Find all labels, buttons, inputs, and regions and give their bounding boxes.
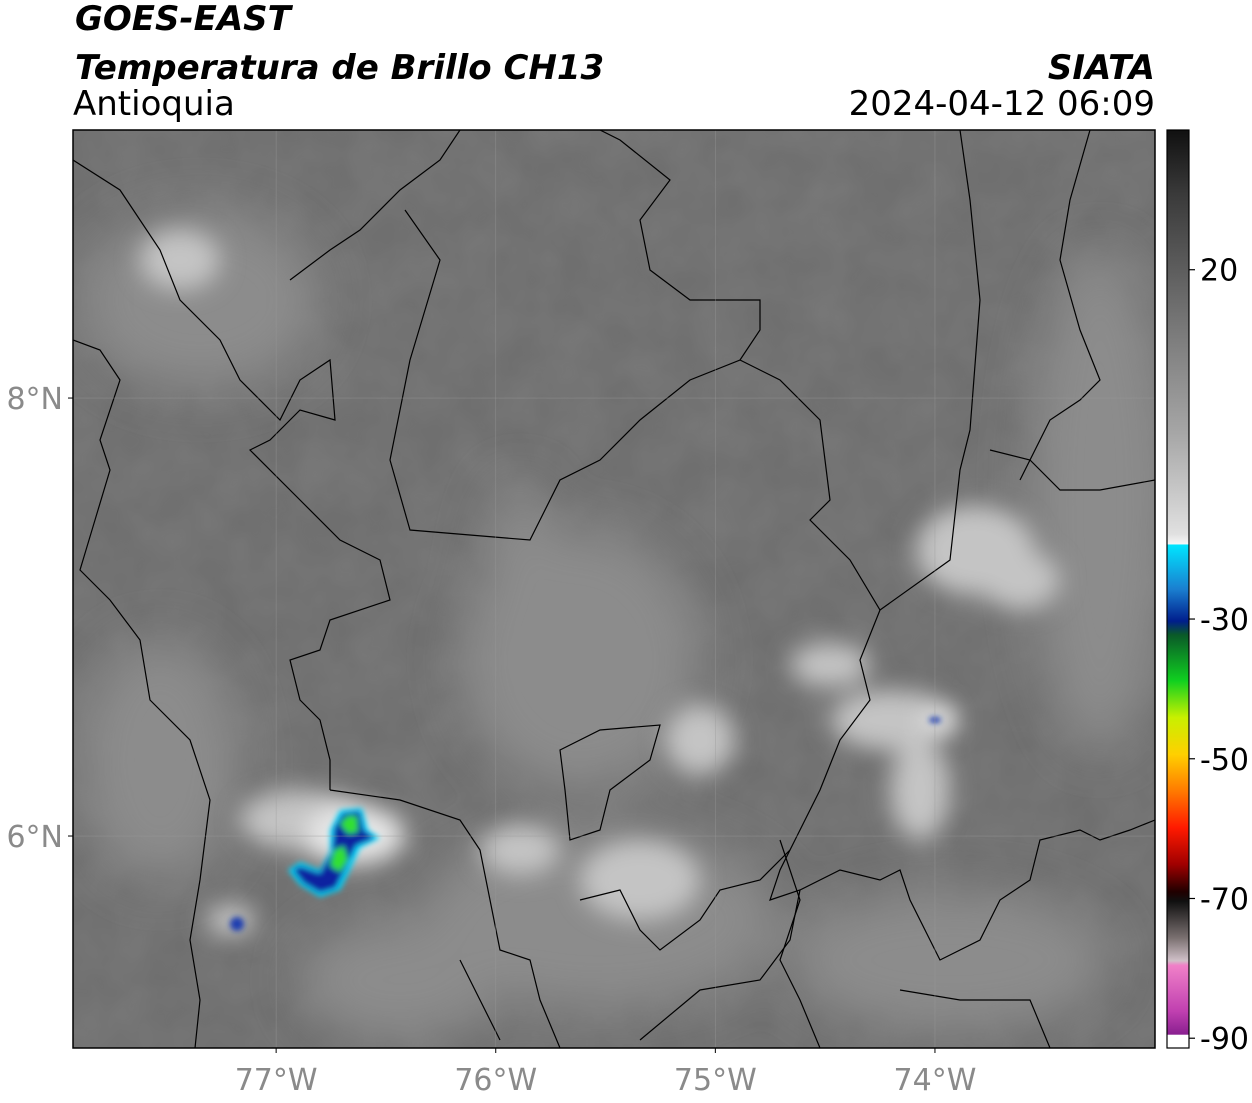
region: Antioquia <box>73 84 235 124</box>
colorbar-tick-label: -30 <box>1200 603 1249 638</box>
colorbar-tick-label: -50 <box>1200 743 1249 778</box>
lon-tick-label: 77°W <box>235 1063 318 1098</box>
lat-tick-label: 6°N <box>6 820 63 855</box>
lon-tick-label: 74°W <box>894 1063 977 1098</box>
lon-tick-label: 75°W <box>674 1063 757 1098</box>
colorbar <box>1166 129 1190 1049</box>
map-frame <box>72 129 1156 1049</box>
datetime: 2024-04-12 06:09 <box>849 84 1155 124</box>
lat-tick-label: 8°N <box>6 382 63 417</box>
source: SIATA <box>1048 48 1155 88</box>
lon-tick-label: 76°W <box>454 1063 537 1098</box>
satellite-image <box>73 130 1155 1048</box>
colorbar-tick-label: 20 <box>1200 254 1238 289</box>
title: GOES-EAST <box>75 0 294 39</box>
colorbar-tick-label: -90 <box>1200 1022 1249 1057</box>
graticule <box>73 130 1155 1048</box>
subtitle: Temperatura de Brillo CH13 <box>75 48 604 88</box>
boundaries <box>73 130 1155 1048</box>
colorbar-tick-label: -70 <box>1200 882 1249 917</box>
